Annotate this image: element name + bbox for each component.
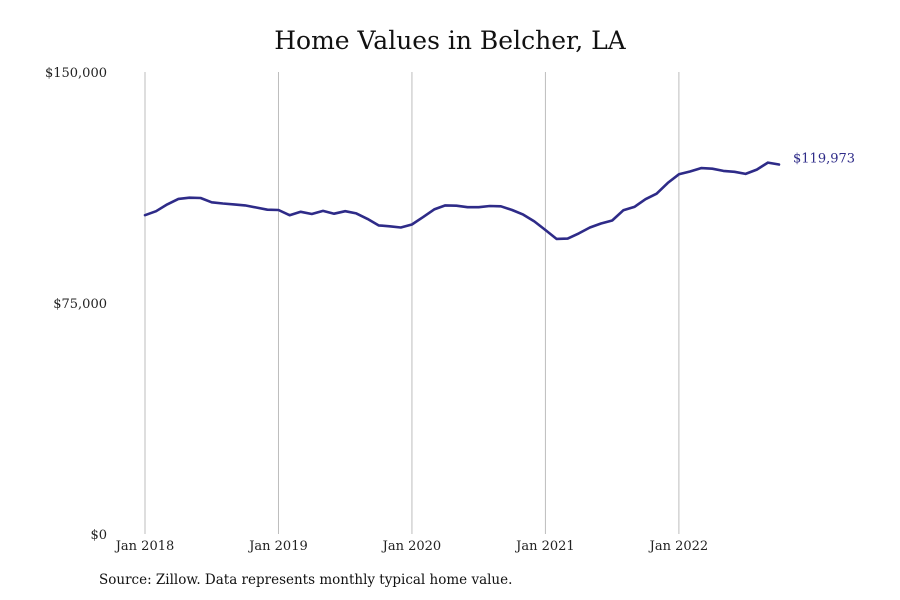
x-tick-label: Jan 2022 — [648, 539, 709, 554]
source-note: Source: Zillow. Data represents monthly … — [99, 572, 513, 588]
y-axis-tick-labels: $0 $75,000 $150,000 — [45, 66, 107, 543]
y-tick-label: $75,000 — [53, 297, 107, 312]
x-tick-label: Jan 2021 — [514, 539, 575, 554]
y-tick-label: $150,000 — [45, 66, 107, 81]
gridlines — [144, 72, 680, 534]
x-tick-label: Jan 2018 — [114, 539, 175, 554]
x-tick-label: Jan 2020 — [381, 539, 442, 554]
end-value-label: $119,973 — [793, 151, 855, 166]
x-axis-tick-labels: Jan 2018 Jan 2019 Jan 2020 Jan 2021 Jan 2022 — [114, 539, 708, 554]
series-line-home-value — [143, 161, 781, 241]
chart-title: Home Values in Belcher, LA — [274, 26, 626, 55]
x-tick-label: Jan 2019 — [247, 539, 308, 554]
y-tick-label: $0 — [90, 528, 107, 543]
